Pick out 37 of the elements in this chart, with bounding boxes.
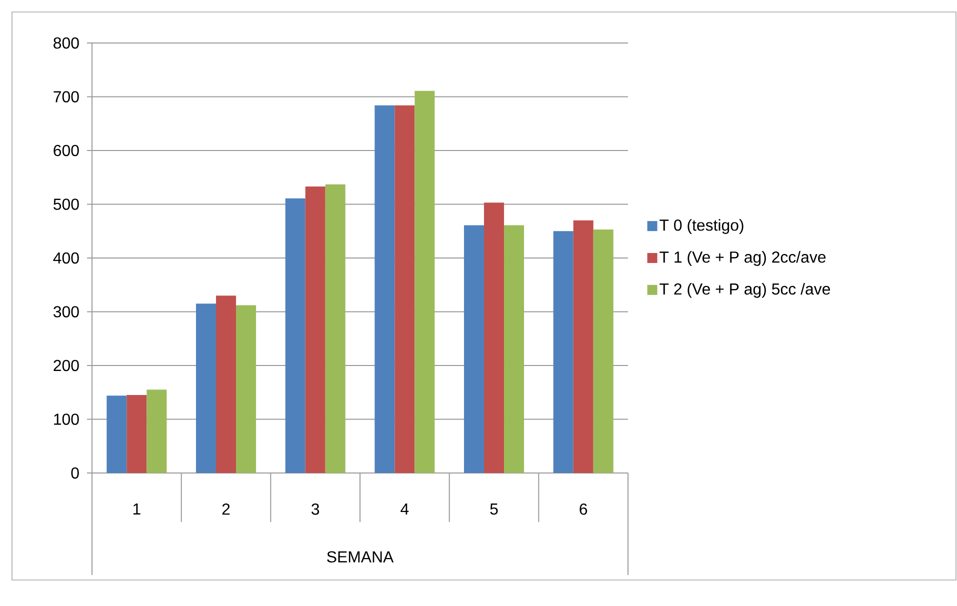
y-tick-label: 500: [54, 198, 79, 210]
legend-label: T 2 (Ve + P ag) 5cc /ave: [660, 283, 830, 298]
bar: [464, 225, 484, 474]
y-tick-label: 700: [54, 91, 79, 102]
bar: [126, 395, 147, 474]
x-tick-label: 2: [222, 504, 230, 515]
x-tick-label: 5: [490, 504, 498, 515]
bar: [305, 186, 326, 474]
bar: [504, 225, 524, 474]
x-tick-label: 3: [312, 504, 320, 515]
bar: [374, 105, 395, 474]
bar: [553, 231, 574, 474]
x-tick-label: 6: [580, 504, 588, 515]
bar: [325, 184, 346, 474]
y-tick-label: 0: [71, 467, 79, 479]
bar: [285, 198, 306, 474]
x-tick-label: 4: [400, 504, 409, 515]
bar: [414, 90, 435, 474]
bar: [484, 202, 504, 474]
legend-label: T 0 (testigo): [660, 219, 744, 234]
y-tick-label: 300: [54, 306, 79, 318]
y-tick-label: 800: [54, 37, 79, 49]
bar: [216, 296, 236, 474]
bar: [146, 390, 167, 474]
y-tick-label: 200: [54, 360, 79, 372]
bar: [394, 105, 415, 474]
bar: [593, 230, 614, 474]
bar: [106, 396, 127, 474]
bar: [236, 305, 256, 474]
y-tick-label: 600: [54, 144, 79, 156]
bar: [196, 304, 216, 474]
x-tick-label: 1: [133, 504, 140, 515]
legend-label: T 1 (Ve + P ag) 2cc/ave: [660, 251, 826, 266]
x-axis-title: SEMANA: [327, 551, 394, 563]
y-tick-label: 100: [54, 414, 79, 425]
y-tick-label: 400: [53, 252, 79, 264]
bar: [573, 220, 594, 474]
